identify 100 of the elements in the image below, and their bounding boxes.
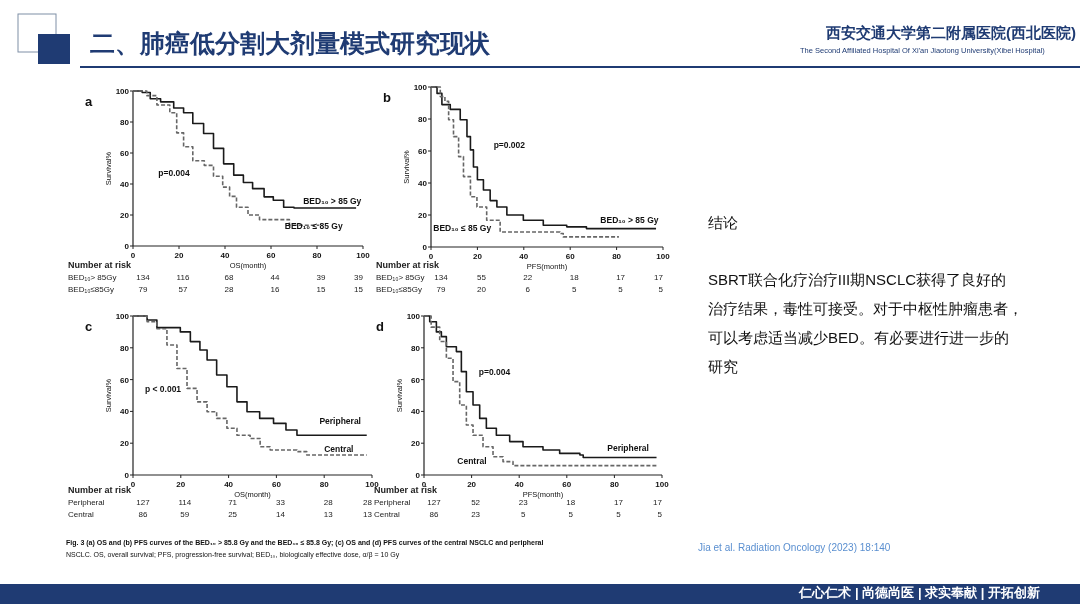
text: 68 <box>224 273 234 282</box>
text: Peripheral <box>374 498 411 507</box>
text: 14 <box>275 510 286 519</box>
y-tick-label: 20 <box>411 439 421 449</box>
y-tick-label: 40 <box>418 179 428 188</box>
text: 28 <box>224 285 234 294</box>
y-tick-label: 80 <box>418 115 428 124</box>
x-tick-label: 100 <box>656 252 671 261</box>
y-tick-label: 20 <box>120 439 130 449</box>
text: 17 <box>653 498 663 507</box>
y-tick-label: 100 <box>115 87 130 96</box>
text: 28 <box>323 498 334 507</box>
text: 18 <box>566 498 576 507</box>
text: 可以考虑适当减少BED。有必要进行进一步的 <box>708 329 1009 346</box>
text: 116 <box>176 273 190 282</box>
x-tick-label: 80 <box>609 480 620 489</box>
series-label: Peripheral <box>319 416 361 427</box>
text: 127 <box>427 498 442 507</box>
x-tick-label: 60 <box>562 480 572 489</box>
x-tick-label: 40 <box>519 252 529 261</box>
text: BED₁₀> 85Gy <box>68 273 117 282</box>
y-tick-label: 0 <box>124 242 130 251</box>
series-label: BED₁₀ ≤ 85 Gy <box>433 223 492 233</box>
series-label: Peripheral <box>607 443 649 454</box>
text: 13 <box>323 510 334 519</box>
text: 13 <box>363 510 373 519</box>
text: 18 <box>569 273 580 282</box>
text: 79 <box>436 285 446 294</box>
series-label: BED₁₀ > 85 Gy <box>303 196 362 207</box>
x-tick-label: 100 <box>356 251 371 260</box>
y-tick-label: 60 <box>120 149 130 158</box>
x-tick-label: 60 <box>266 251 276 260</box>
x-tick-label: 20 <box>472 252 483 261</box>
text: 5 <box>618 285 624 294</box>
text: 仁心仁术 | 尚德尚医 | 求实奉献 | 开拓创新 <box>798 585 1040 600</box>
text: 16 <box>270 285 280 294</box>
text: 86 <box>429 510 439 519</box>
text: 5 <box>657 510 663 519</box>
text: 79 <box>138 285 148 294</box>
annotation: p < 0.001 <box>144 384 182 395</box>
y-tick-label: 60 <box>418 147 428 156</box>
text: 55 <box>476 273 487 282</box>
y-tick-label: 20 <box>120 211 130 220</box>
text: 134 <box>434 273 449 282</box>
text: 33 <box>275 498 286 507</box>
text: 5 <box>568 510 574 519</box>
annotation: p=0.002 <box>493 139 526 150</box>
x-tick-label: 20 <box>176 480 186 489</box>
text: 6 <box>525 285 531 294</box>
text: 44 <box>270 273 280 282</box>
text: 5 <box>520 510 526 519</box>
x-tick-label: 60 <box>565 252 576 261</box>
y-tick-label: 40 <box>120 407 130 417</box>
y-tick-label: 60 <box>411 375 421 385</box>
text: 25 <box>228 510 238 519</box>
text: 57 <box>178 285 188 294</box>
x-tick-label: 80 <box>612 252 622 261</box>
text: BED₁₀≤85Gy <box>376 285 422 294</box>
text: 5 <box>616 510 622 519</box>
text: 17 <box>613 498 624 507</box>
text: 17 <box>654 273 664 282</box>
y-tick-label: 40 <box>411 407 421 417</box>
text: Number at risk <box>68 485 133 495</box>
x-tick-label: 0 <box>428 252 434 261</box>
text: 17 <box>616 273 626 282</box>
chart-title: a <box>85 94 93 109</box>
text: 15 <box>354 285 364 294</box>
text: 15 <box>316 285 326 294</box>
chart-title: c <box>85 319 93 334</box>
text: 127 <box>136 498 151 507</box>
y-tick-label: 40 <box>120 180 130 189</box>
text: 28 <box>363 498 373 507</box>
y-tick-label: 100 <box>115 312 130 321</box>
text: 86 <box>138 510 148 519</box>
x-tick-label: 0 <box>130 251 136 260</box>
text: 134 <box>136 273 151 282</box>
text: SBRT联合化疗治疗III期NSCLC获得了良好的 <box>708 271 1007 288</box>
y-tick-label: 80 <box>411 343 421 353</box>
y-tick-label: 80 <box>120 118 130 127</box>
text: Number at risk <box>68 260 133 270</box>
text: 结论 <box>708 214 738 231</box>
text: 研究 <box>708 358 738 375</box>
text: Jia et al. Radiation Oncology (2023) 18:140 <box>698 542 891 553</box>
y-tick-label: 0 <box>415 471 421 480</box>
x-tick-label: 80 <box>319 480 330 489</box>
text: 52 <box>471 498 481 507</box>
text: 22 <box>523 273 533 282</box>
text: 西安交通大学第二附属医院(西北医院) <box>825 24 1076 41</box>
text: 23 <box>518 498 529 507</box>
text: 二、肺癌低分割大剂量模式研究现状 <box>90 29 491 57</box>
text: BED₁₀≤85Gy <box>68 285 114 294</box>
text: Central <box>68 510 95 519</box>
y-tick-label: 80 <box>120 343 130 353</box>
series-label: Central <box>457 455 487 466</box>
x-tick-label: 20 <box>174 251 184 260</box>
x-tick-label: 40 <box>514 480 525 489</box>
y-tick-label: 100 <box>413 83 428 92</box>
x-tick-label: 80 <box>312 251 322 260</box>
x-tick-label: 0 <box>130 480 136 489</box>
y-tick-label: 20 <box>418 211 428 220</box>
